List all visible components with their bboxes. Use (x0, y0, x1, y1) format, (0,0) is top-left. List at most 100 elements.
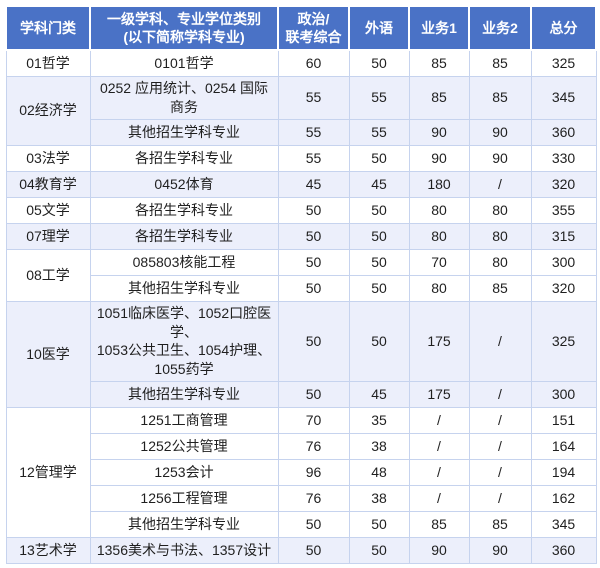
major-cell: 1051临床医学、1052口腔医学、 1053公共卫生、1054护理、 1055… (89, 300, 279, 383)
major-cell: 各招生学科专业 (89, 222, 279, 250)
table-row: 1253会计 96 48 / / 194 (6, 459, 597, 487)
major-cell: 其他招生学科专业 (89, 511, 279, 539)
score-cell: 175 (408, 381, 470, 409)
score-cell: 35 (348, 407, 410, 435)
table-row: 12管理学 1251工商管理 70 35 / / 151 (5, 407, 597, 539)
score-cell: 38 (348, 485, 410, 513)
score-cell: 85 (468, 49, 532, 77)
score-cell: 80 (408, 196, 470, 224)
score-cell: 80 (468, 248, 532, 276)
table-row: 10医学 1051临床医学、1052口腔医学、 1053公共卫生、1054护理、… (5, 300, 597, 409)
major-cell: 0252 应用统计、0254 国际商务 (89, 75, 279, 120)
major-cell: 1252公共管理 (89, 433, 279, 461)
score-cell: 50 (348, 274, 410, 302)
major-cell: 0101哲学 (89, 49, 279, 77)
major-cell: 其他招生学科专业 (89, 118, 279, 146)
score-cell: / (408, 433, 470, 461)
score-cell: 50 (277, 274, 350, 302)
score-cell: 85 (468, 274, 532, 302)
table-row: 1256工程管理 76 38 / / 162 (6, 485, 597, 513)
score-cell: 325 (530, 49, 597, 77)
table-header: 学科门类 一级学科、专业学位类别 (以下简称学科专业) 政治/ 联考综合 外语 … (5, 4, 597, 52)
score-cell: 325 (530, 300, 597, 383)
major-cell: 1356美术与书法、1357设计 (89, 537, 279, 565)
score-cell: 300 (530, 381, 597, 409)
score-cell: 45 (277, 170, 350, 198)
category-cell: 05文学 (5, 196, 91, 224)
score-cell: 60 (277, 49, 350, 77)
score-cell: / (468, 300, 532, 383)
score-cell: / (408, 459, 470, 487)
admission-score-table: 学科门类 一级学科、专业学位类别 (以下简称学科专业) 政治/ 联考综合 外语 … (5, 4, 597, 565)
major-cell: 其他招生学科专业 (89, 274, 279, 302)
category-cell: 07理学 (5, 222, 91, 250)
score-cell: 50 (348, 300, 410, 383)
score-cell: / (468, 433, 532, 461)
score-cell: 45 (348, 381, 410, 409)
score-cell: 180 (408, 170, 470, 198)
major-cell: 085803核能工程 (89, 248, 279, 276)
score-cell: 85 (408, 511, 470, 539)
score-cell: 80 (468, 222, 532, 250)
score-cell: 90 (408, 118, 470, 146)
score-cell: / (468, 407, 532, 435)
score-cell: 90 (468, 537, 532, 565)
major-cell: 1251工商管理 (89, 407, 279, 435)
score-cell: 55 (348, 75, 410, 120)
score-cell: 85 (408, 75, 470, 120)
score-cell: 360 (530, 118, 597, 146)
col-header-foreign: 外语 (348, 4, 410, 52)
score-cell: 70 (277, 407, 350, 435)
score-cell: 38 (348, 433, 410, 461)
score-cell: 45 (348, 170, 410, 198)
table-row: 其他招生学科专业 50 45 175 / 300 (6, 381, 597, 409)
score-cell: 50 (277, 381, 350, 409)
table-row: 其他招生学科专业 50 50 80 85 320 (6, 274, 597, 302)
table-row: 13艺术学 1356美术与书法、1357设计 50 50 90 90 360 (5, 537, 597, 565)
score-cell: 50 (348, 144, 410, 172)
score-cell: 50 (348, 49, 410, 77)
col-header-major: 一级学科、专业学位类别 (以下简称学科专业) (89, 4, 279, 52)
table-row: 08工学 085803核能工程 50 50 70 80 300 (5, 248, 597, 302)
score-cell: 96 (277, 459, 350, 487)
score-cell: 55 (348, 118, 410, 146)
score-cell: 345 (530, 511, 597, 539)
col-header-total: 总分 (530, 4, 597, 52)
score-cell: 50 (348, 248, 410, 276)
category-cell: 10医学 (5, 300, 91, 409)
table-row: 02经济学 0252 应用统计、0254 国际商务 55 55 85 85 34… (5, 75, 597, 146)
score-cell: 50 (348, 196, 410, 224)
score-cell: 50 (277, 248, 350, 276)
score-cell: 50 (277, 511, 350, 539)
score-cell: 355 (530, 196, 597, 224)
score-cell: 360 (530, 537, 597, 565)
score-cell: / (408, 485, 470, 513)
score-cell: 50 (277, 300, 350, 383)
score-cell: / (468, 170, 532, 198)
table-row: 05文学 各招生学科专业 50 50 80 80 355 (5, 196, 597, 224)
table-row: 01哲学 0101哲学 60 50 85 85 325 (5, 49, 597, 77)
header-row: 学科门类 一级学科、专业学位类别 (以下简称学科专业) 政治/ 联考综合 外语 … (5, 4, 597, 52)
category-cell: 02经济学 (5, 75, 91, 146)
score-cell: 90 (408, 144, 470, 172)
score-cell: 76 (277, 485, 350, 513)
score-cell: 162 (530, 485, 597, 513)
score-cell: 90 (468, 144, 532, 172)
score-cell: / (468, 381, 532, 409)
score-cell: 300 (530, 248, 597, 276)
score-cell: 80 (468, 196, 532, 224)
score-cell: 194 (530, 459, 597, 487)
score-cell: 80 (408, 222, 470, 250)
category-cell: 13艺术学 (5, 537, 91, 565)
score-cell: 55 (277, 75, 350, 120)
category-cell: 01哲学 (5, 49, 91, 77)
score-cell: / (468, 485, 532, 513)
category-cell: 08工学 (5, 248, 91, 302)
score-cell: 85 (468, 75, 532, 120)
category-cell: 03法学 (5, 144, 91, 172)
score-cell: 76 (277, 433, 350, 461)
major-cell: 0452体育 (89, 170, 279, 198)
score-cell: 48 (348, 459, 410, 487)
major-cell: 其他招生学科专业 (89, 381, 279, 409)
table-row: 04教育学 0452体育 45 45 180 / 320 (5, 170, 597, 198)
